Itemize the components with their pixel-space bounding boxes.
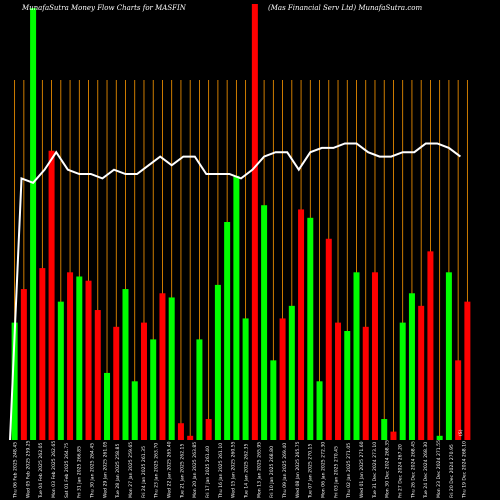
- money-flow-bar: [48, 150, 55, 440]
- x-tick-label: Tue 07 Jan 2025 270.15: [308, 444, 314, 499]
- money-flow-bar: [150, 339, 157, 440]
- x-tick-label: Mon 06 Jan 2025 272.30: [320, 442, 326, 498]
- money-flow-bar: [418, 305, 425, 440]
- x-tick-label: Wed 22 Jan 2025 265.40: [166, 441, 172, 498]
- x-tick-label: Mon 27 Jan 2025 259.65: [128, 442, 134, 498]
- chart-title-right: (Mas Financial Serv Ltd) MunafaSutra.com: [268, 4, 422, 12]
- x-tick-label: Mon 30 Dec 2024 268.35: [385, 440, 391, 498]
- money-flow-bar: [76, 276, 83, 440]
- x-tick-label: Tue 24 Dec 2024 268.30: [423, 442, 429, 499]
- x-tick-label: Tue 31 Dec 2024 273.10: [372, 442, 378, 499]
- money-flow-bar: [196, 339, 203, 440]
- money-flow-bar: [381, 419, 388, 440]
- money-flow-bar: [353, 272, 360, 440]
- x-tick-label: Thu 06 Feb 2025 248.45: [12, 442, 18, 499]
- x-tick-label: Thu 19 Dec 2024 268.10: [462, 441, 468, 499]
- x-tick-label: Wed 15 Jan 2025 260.55: [231, 441, 237, 498]
- money-flow-bar: [159, 293, 166, 440]
- money-flow-bar: [251, 4, 258, 440]
- money-flow-bar: [316, 381, 323, 440]
- x-tick-label: Tue 14 Jan 2025 262.35: [243, 444, 249, 499]
- money-flow-bar: [214, 284, 221, 440]
- money-flow-bar: [427, 251, 434, 440]
- x-tick-label: Wed 29 Jan 2025 261.05: [102, 441, 108, 498]
- x-tick-label: Tue 04 Feb 2025 262.05: [38, 442, 44, 499]
- money-flow-bar: [270, 360, 277, 440]
- x-tick-label: Thu 30 Jan 2025 264.45: [89, 443, 95, 499]
- money-flow-bar: [390, 431, 397, 440]
- money-flow-bar: [298, 209, 305, 440]
- money-flow-bar: [177, 423, 184, 440]
- money-flow-bar: [445, 272, 452, 440]
- money-flow-bar: [371, 272, 378, 440]
- x-tick-label: Tue 28 Jan 2025 258.85: [115, 444, 121, 499]
- money-flow-bar: [85, 280, 92, 440]
- x-tick-label: Thu 16 Jan 2025 261.10: [218, 443, 224, 499]
- money-flow-bar: [408, 293, 415, 440]
- chart-title-left: MunafaSutra Money Flow Charts for MASFIN: [21, 4, 187, 12]
- price-line-layer: [9, 142, 462, 441]
- x-tick-label: Mon 03 Feb 2025 262.65: [51, 441, 57, 498]
- x-tick-label: Mon 20 Jan 2025 263.85: [192, 442, 198, 498]
- money-flow-bar: [261, 205, 268, 440]
- money-flow-bar: [11, 322, 18, 440]
- money-flow-bar: [104, 372, 111, 440]
- x-tick-label: Wed 01 Jan 2025 271.60: [359, 441, 365, 498]
- price-line: [9, 142, 462, 441]
- money-flow-bar: [187, 435, 194, 440]
- money-flow-bar: [224, 222, 231, 440]
- money-flow-bar: [30, 8, 37, 440]
- money-flow-bar: [113, 326, 120, 440]
- money-flow-bar: [242, 318, 249, 440]
- money-flow-bar: [279, 318, 286, 440]
- x-tick-label: Sat 01 Feb 2025 264.75: [64, 443, 70, 498]
- money-flow-bar: [307, 217, 314, 440]
- money-flow-bar: [94, 310, 101, 440]
- money-flow-bar: [20, 289, 27, 440]
- x-tick-label: Thu 02 Jan 2025 271.05: [346, 443, 352, 499]
- money-flow-bar: [140, 322, 147, 440]
- money-flow-bar: [436, 435, 443, 440]
- money-flow-bar: [57, 301, 64, 440]
- x-tick-label: Thu 23 Jan 2025 263.70: [154, 443, 160, 499]
- x-tick-label-extra: (S): [458, 429, 464, 436]
- money-flow-bars: [11, 4, 471, 440]
- x-tick-label: Mon 13 Jan 2025 265.95: [256, 442, 262, 498]
- money-flow-bar: [335, 322, 342, 440]
- x-tick-label: Tue 21 Jan 2025 262.15: [179, 444, 185, 499]
- money-flow-bar: [288, 305, 295, 440]
- money-flow-bar: [455, 360, 462, 440]
- x-tick-label: Thu 26 Dec 2024 268.45: [410, 441, 416, 499]
- x-tick-label: Fri 24 Jan 2025 261.35: [141, 446, 147, 498]
- x-tick-label: Fri 20 Dec 2024 270.95: [449, 444, 455, 498]
- x-tick-label: Fri 27 Dec 2024 267.20: [397, 444, 403, 498]
- x-tick-label: Wed 08 Jan 2025 265.75: [295, 441, 301, 498]
- money-flow-bar: [344, 331, 351, 440]
- money-flow-bar: [464, 301, 471, 440]
- x-tick-label: Fri 17 Jan 2025 261.40: [205, 446, 211, 498]
- x-tick-label: Mon 23 Dec 2024 271.55: [436, 440, 442, 498]
- money-flow-bar: [67, 272, 74, 440]
- x-tick-label: Fri 31 Jan 2025 266.85: [77, 446, 83, 498]
- x-tick-label: Fri 10 Jan 2025 268.80: [269, 446, 275, 498]
- money-flow-bar: [39, 268, 46, 440]
- money-flow-bar: [168, 297, 175, 440]
- money-flow-bar: [122, 289, 129, 440]
- money-flow-bar: [399, 322, 406, 440]
- x-axis-tick-labels: Thu 06 Feb 2025 248.45 Wed 05 Feb 2025 25…: [12, 429, 467, 499]
- x-tick-label: Wed 05 Feb 2025 259.25: [25, 440, 31, 498]
- x-tick-label: Thu 09 Jan 2025 269.40: [282, 443, 288, 499]
- x-tick-label: Fri 03 Jan 2025 270.45: [333, 446, 339, 498]
- money-flow-bar: [233, 175, 240, 440]
- money-flow-bar: [131, 381, 138, 440]
- money-flow-bar: [205, 419, 212, 440]
- money-flow-bar: [362, 326, 369, 440]
- money-flow-bar: [325, 238, 332, 440]
